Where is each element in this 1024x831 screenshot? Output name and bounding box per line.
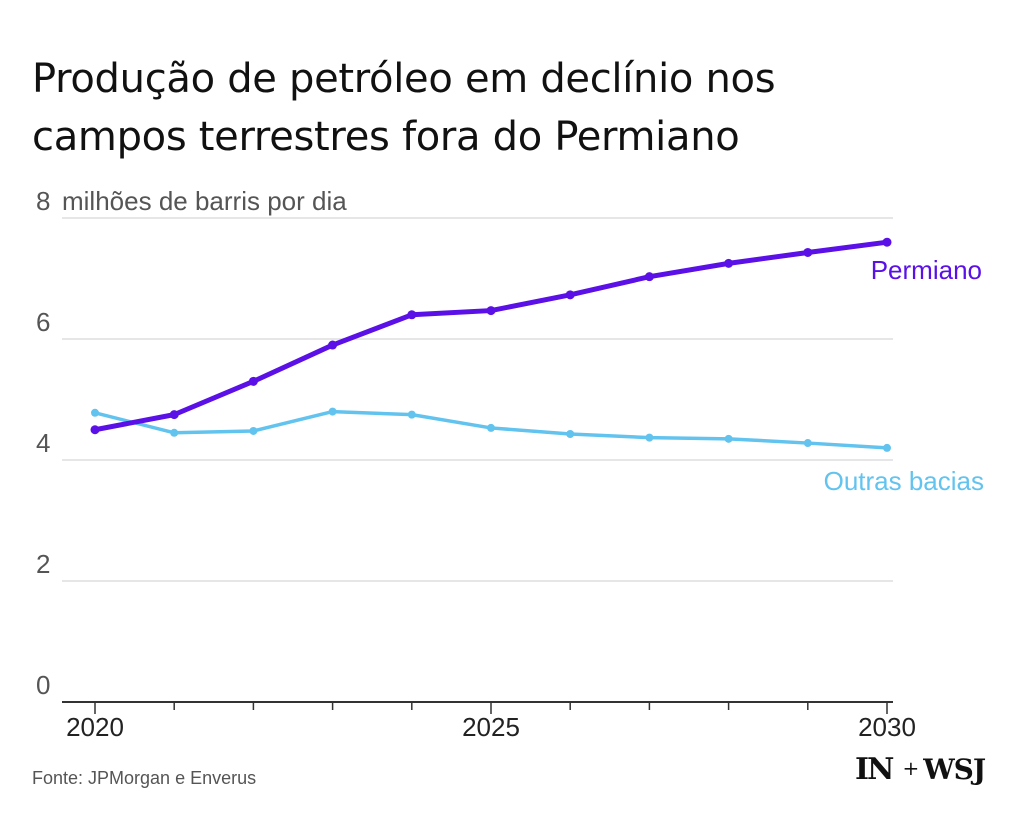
data-point-outras-bacias-2023	[328, 407, 337, 416]
data-point-permiano-2028	[724, 258, 734, 268]
y-tick-label-0: 0	[36, 670, 50, 700]
data-point-outras-bacias-2029	[803, 439, 812, 448]
data-point-outras-bacias-2024	[407, 410, 416, 419]
data-point-permiano-2023	[328, 340, 338, 350]
chart-title: Produção de petróleo em declínio nos cam…	[32, 50, 932, 166]
data-point-permiano-2021	[169, 410, 179, 420]
data-point-outras-bacias-2022	[249, 426, 258, 435]
data-point-outras-bacias-2021	[170, 428, 179, 437]
series-permiano	[90, 237, 892, 435]
y-axis-unit-label: milhões de barris por dia	[62, 186, 347, 216]
data-point-permiano-2020	[90, 425, 100, 435]
data-point-permiano-2022	[248, 376, 258, 386]
y-tick-label-8: 8	[36, 186, 50, 216]
title-line-1: Produção de petróleo em declínio nos	[32, 56, 776, 102]
data-point-permiano-2025	[486, 306, 496, 316]
logo-wsj: WSJ	[923, 753, 986, 786]
y-tick-label-6: 6	[36, 307, 50, 337]
y-tick-label-4: 4	[36, 428, 50, 458]
publisher-logos: IN + WSJ	[855, 752, 986, 787]
series-label-outras-bacias: Outras bacias	[824, 466, 984, 496]
data-point-permiano-2029	[803, 247, 813, 257]
series-line-permiano	[92, 239, 890, 433]
data-point-outras-bacias-2026	[566, 429, 575, 438]
data-point-permiano-2027	[644, 272, 654, 282]
data-point-permiano-2030	[882, 237, 892, 247]
y-tick-label-2: 2	[36, 549, 50, 579]
series-outras-bacias	[91, 407, 891, 452]
source-note: Fonte: JPMorgan e Enverus	[32, 768, 257, 788]
x-tick-label-2030: 2030	[858, 712, 916, 742]
series-label-permiano: Permiano	[871, 255, 982, 285]
logo-in: IN	[855, 752, 894, 787]
data-point-outras-bacias-2030	[883, 443, 891, 452]
data-point-outras-bacias-2025	[487, 423, 495, 432]
data-point-outras-bacias-2027	[645, 433, 654, 442]
data-point-permiano-2024	[407, 310, 417, 320]
x-tick-label-2020: 2020	[66, 712, 124, 742]
data-point-outras-bacias-2028	[724, 434, 733, 443]
data-point-outras-bacias-2020	[91, 408, 99, 417]
x-tick-label-2025: 2025	[462, 712, 520, 742]
title-line-2: campos terrestres fora do Permiano	[32, 114, 740, 160]
logo-plus: +	[902, 756, 920, 780]
data-point-permiano-2026	[565, 290, 575, 300]
